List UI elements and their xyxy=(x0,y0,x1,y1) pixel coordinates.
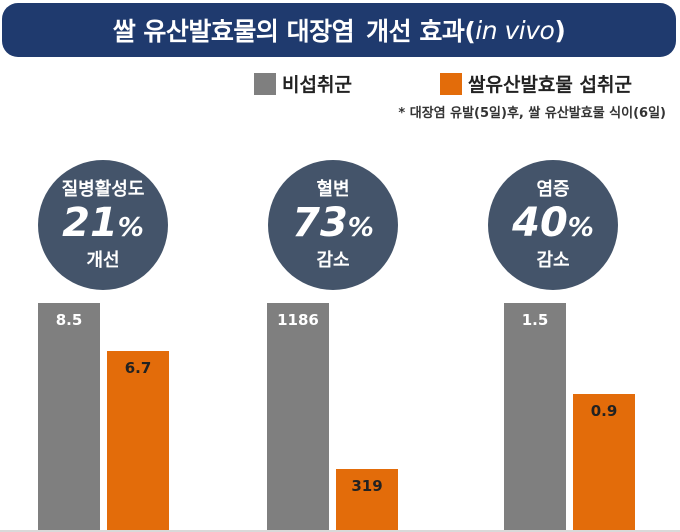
legend-item-treated: 쌀유산발효물 섭취군 xyxy=(440,70,632,97)
badge-percent: 73% xyxy=(292,199,374,246)
bar-value-label: 6.7 xyxy=(124,359,152,378)
legend: 비섭취군 쌀유산발효물 섭취군 xyxy=(0,70,680,96)
bar-value-label: 1186 xyxy=(277,311,319,329)
badge-bottom-label: 감소 xyxy=(316,249,350,271)
bar-value-label: 319 xyxy=(351,476,383,495)
title-close: ) xyxy=(554,15,566,45)
title-italic: in vivo xyxy=(475,15,555,45)
badge-bottom-label: 개선 xyxy=(86,249,120,271)
bar-bleeding-treated xyxy=(336,468,398,530)
title-part2: 개선 효과( xyxy=(366,17,476,46)
badge-top-label: 염증 xyxy=(536,178,570,200)
panel-badge-inflammation: 염증 40% 감소 xyxy=(488,160,618,290)
legend-swatch-control xyxy=(254,72,276,95)
bar-value-label: 1.5 xyxy=(521,311,549,329)
bar-value-label: 8.5 xyxy=(55,311,83,329)
legend-item-control: 비섭취군 xyxy=(254,70,352,97)
legend-label-treated: 쌀유산발효물 섭취군 xyxy=(468,74,632,96)
panel-badge-activity: 질병활성도 21% 개선 xyxy=(38,160,168,290)
legend-label-control: 비섭취군 xyxy=(282,74,352,96)
badge-top-label: 혈변 xyxy=(316,178,350,200)
legend-swatch-treated xyxy=(440,72,462,95)
bar-value-label: 0.9 xyxy=(590,401,618,420)
bar-bleeding-control xyxy=(267,303,329,530)
title-part1: 쌀 유산발효물의 대장염 xyxy=(112,17,355,46)
bar-inflammation-treated xyxy=(573,393,635,530)
badge-percent: 40% xyxy=(512,199,594,246)
badge-top-label: 질병활성도 xyxy=(61,178,145,200)
bar-activity-treated xyxy=(107,351,169,530)
bar-activity-control xyxy=(38,303,100,530)
badge-percent: 21% xyxy=(62,199,144,246)
title-banner: 쌀 유산발효물의 대장염 개선 효과(in vivo) xyxy=(2,3,676,57)
chart-baseline xyxy=(0,530,680,532)
panel-badge-bleeding: 혈변 73% 감소 xyxy=(268,160,398,290)
badge-bottom-label: 감소 xyxy=(536,249,570,271)
bar-inflammation-control xyxy=(504,303,566,530)
footnote: * 대장염 유발(5일)후, 쌀 유산발효물 식이(6일) xyxy=(398,106,666,121)
